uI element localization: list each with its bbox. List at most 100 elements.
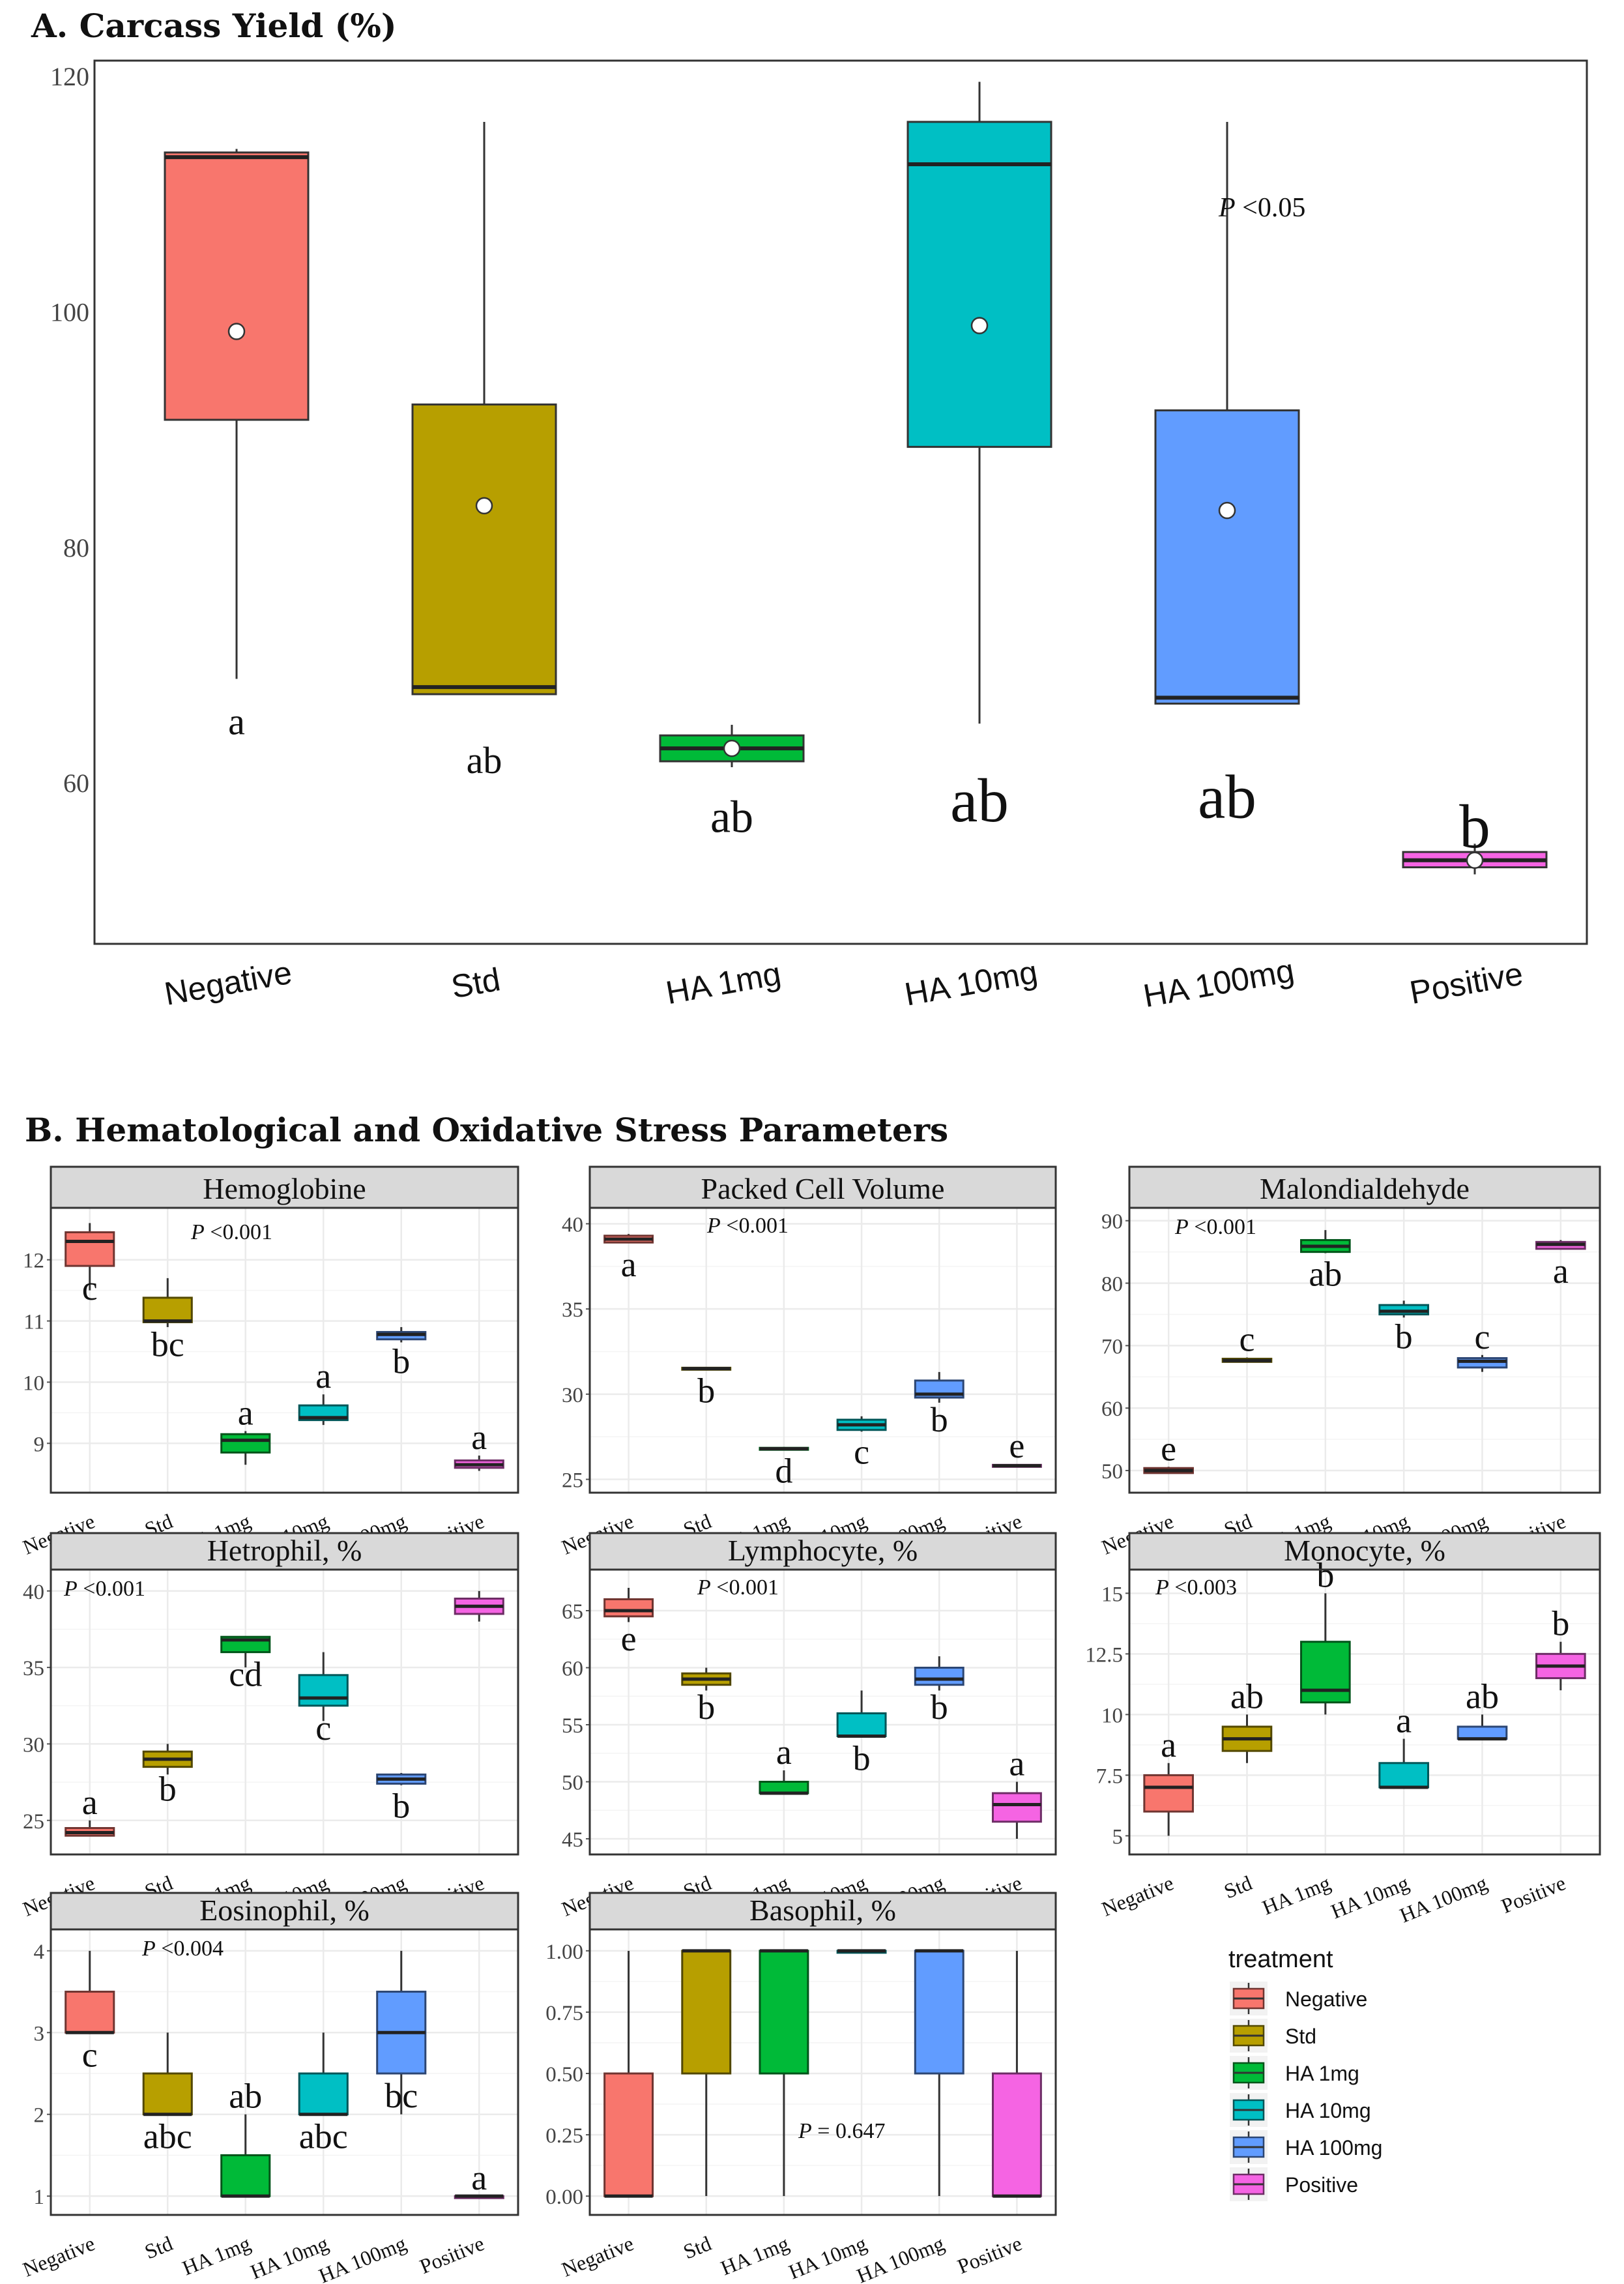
panel-a-xtick-label: Positive [1407,955,1526,1011]
facet-ytick-label: 10 [1101,1704,1123,1727]
box-mean-point [723,739,741,757]
facet-sig-letter: ab [1309,1255,1342,1294]
box-mean-point [1218,501,1236,520]
facet-ytick-label: 10 [23,1371,44,1395]
facet-box-ha-100mg [376,1326,427,1343]
legend-label: Positive [1285,2173,1358,2197]
box-iqr [298,1674,349,1707]
facet-box-ha-1mg [220,1431,271,1465]
box-iqr [1143,1774,1194,1813]
panel-a-ytick-label: 120 [50,62,89,91]
facet-box-ha-10mg [836,1416,887,1432]
facet-sig-letter: d [775,1451,792,1490]
facet-ytick-label: 90 [1101,1210,1123,1234]
facet-ytick-label: 0.25 [545,2124,583,2148]
facet-border [1128,1568,1601,1856]
facet-box-ha-1mg [759,1770,809,1795]
facet-ytick-label: 9 [34,1433,45,1456]
facet-monocyte: Monocyte, % 5 7.5 10 12.5 15 a ab b a ab b P <0.003 N… [1085,1532,1601,1927]
panel-a-sig-letter: b [1459,792,1490,861]
facet-sig-letter: c [82,2035,98,2074]
facet-sig-letter: b [931,1400,948,1439]
facet-sig-letter: a [471,2158,487,2197]
box-iqr [1457,1725,1508,1740]
panel-a-sig-letter: ab [467,739,502,782]
facet-border [50,1568,519,1856]
facet-sig-letter: abc [143,2117,192,2156]
facet-ytick-label: 80 [1101,1273,1123,1296]
facet-sig-letter: b [1552,1604,1569,1643]
facet-xtick-label: Negative [558,2231,637,2281]
facet-ytick-label: 60 [562,1658,583,1681]
facet-box-ha-10mg [836,1949,887,1954]
facet-border [588,1568,1057,1856]
facet-sig-letter: c [1475,1317,1490,1356]
box-iqr [914,1950,964,2075]
box-iqr [1154,409,1300,705]
facet-box-std [681,1667,732,1691]
facet-ytick-label: 0.50 [545,2063,583,2086]
facet-strip-label: Lymphocyte, % [728,1534,918,1567]
facet-strip [50,1892,519,1931]
legend-label: HA 100mg [1285,2136,1382,2160]
facet-background [51,1929,518,2215]
facet-ytick-label: 12.5 [1085,1643,1123,1667]
facet-ytick-label: 0.00 [545,2186,583,2209]
panel-a-ytick-label: 100 [50,297,89,327]
facet-box-ha-100mg [376,1773,427,1785]
facet-ytick-label: 40 [23,1581,44,1604]
panel-a-box-ha-1mg [659,724,805,767]
facet-box-negative [65,1223,115,1291]
legend-label: HA 10mg [1285,2099,1371,2122]
facet-sig-letter: bc [151,1325,184,1364]
facet-box-std [1221,1357,1273,1363]
facet-malondialdehyde: Malondialdehyde 50 60 70 80 90 e c ab b c a P <0.001… [1098,1165,1601,1565]
facet-background [51,1570,518,1854]
facet-ytick-label: 30 [23,1733,44,1757]
facet-box-ha-1mg [759,1949,809,2197]
facet-box-ha-1mg [220,1635,271,1668]
facet-background [590,1570,1056,1854]
facet-sig-letter: b [159,1770,177,1809]
facet-sig-letter: b [1316,1555,1334,1594]
facet-sig-letter: b [931,1688,948,1727]
panel-a-xtick-label: HA 10mg [902,954,1040,1013]
facet-ytick-label: 65 [562,1600,583,1624]
facet-background [1129,1208,1600,1493]
facet-basophil: Basophil, % 0.00 0.25 0.50 0.75 1.00 P = 0.647… [545,1892,1057,2284]
box-iqr [759,1950,809,2075]
facet-strip-label: Hemoglobine [203,1172,366,1205]
facet-sig-letter: ab [1466,1676,1499,1716]
facet-sig-letter: a [1161,1725,1176,1764]
legend-label: Negative [1285,1987,1367,2011]
facet-ytick-label: 1 [34,2186,45,2209]
facet-sig-letter: a [1553,1252,1569,1291]
facet-sig-letter: a [315,1356,331,1396]
panel-a-ytick-label: 60 [63,769,89,798]
box-iqr [603,1598,654,1618]
facet-box-std [681,1366,732,1371]
facet-sig-letter: b [853,1739,871,1778]
facet-xtick-label: HA 100mg [315,2231,410,2284]
facet-box-ha-1mg [759,1446,809,1451]
box-iqr [906,121,1052,448]
facet-box-positive [1535,1641,1586,1691]
legend-key-positive [1230,2167,1268,2201]
facet-sig-letter: b [697,1371,715,1411]
box-mean-point [227,323,246,340]
box-iqr [65,1991,115,2034]
facet-background [51,1208,518,1493]
facet-sig-letter: a [1009,1744,1024,1783]
panel-a-box-std [411,121,557,695]
panel-a-box-ha-10mg [906,81,1052,724]
box-iqr [298,2072,349,2116]
facet-border [588,1928,1057,2216]
facet-box-ha-100mg [376,1950,427,2115]
facet-xtick-label: HA 1mg [179,2231,254,2279]
facet-box-std [142,1744,193,1775]
facet-box-std [681,1949,732,2197]
facet-box-negative [1143,1763,1194,1836]
